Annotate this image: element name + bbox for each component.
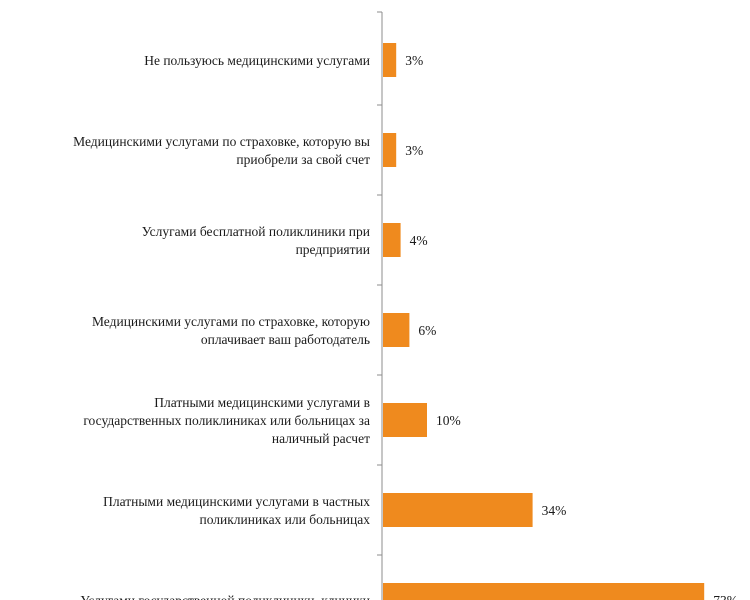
category-label-line: Не пользуюсь медицинскими услугами <box>144 53 370 68</box>
category-label-line: государственных поликлиниках или больниц… <box>83 413 370 428</box>
bar <box>383 223 401 257</box>
data-label: 10% <box>436 413 461 428</box>
bar <box>383 43 397 77</box>
bar <box>383 313 410 347</box>
category-label: Медицинскими услугами по страховке, кото… <box>92 314 370 347</box>
data-label: 3% <box>405 143 423 158</box>
category-label-line: Платными медицинскими услугами в частных <box>103 494 370 509</box>
category-label-line: Медицинскими услугами по страховке, кото… <box>92 314 370 329</box>
value-labels: 3% 3% 4% 6% 10% 34% 73% <box>405 53 738 600</box>
category-label: Услугами государственной поликлиники, кл… <box>80 593 370 600</box>
data-label: 4% <box>410 233 428 248</box>
category-label-line: наличный расчет <box>272 431 370 446</box>
category-label-line: Услугами государственной поликлиники, кл… <box>80 593 370 600</box>
category-label-line: Услугами бесплатной поликлиники при <box>142 224 370 239</box>
category-label-line: Платными медицинскими услугами в <box>154 395 370 410</box>
category-label-line: предприятии <box>296 242 370 257</box>
category-label-line: оплачивает ваш работодатель <box>201 332 370 347</box>
category-label-line: Медицинскими услугами по страховке, кото… <box>73 134 370 149</box>
data-label: 3% <box>405 53 423 68</box>
bar <box>383 133 397 167</box>
category-label: Платными медицинскими услугами в частных… <box>103 494 370 527</box>
data-label: 6% <box>418 323 436 338</box>
data-label: 73% <box>713 593 738 600</box>
category-label-line: приобрели за свой счет <box>236 152 370 167</box>
category-label: Платными медицинскими услугами в государс… <box>83 395 370 446</box>
category-labels: Не пользуюсь медицинскими услугами Медици… <box>73 53 370 600</box>
data-label: 34% <box>542 503 567 518</box>
category-label: Услугами бесплатной поликлиники при предп… <box>142 224 370 257</box>
bar <box>383 583 705 600</box>
bars <box>383 43 705 600</box>
category-label: Медицинскими услугами по страховке, кото… <box>73 134 370 167</box>
category-label: Не пользуюсь медицинскими услугами <box>144 53 370 68</box>
category-axis <box>377 11 383 600</box>
bar <box>383 403 427 437</box>
category-label-line: поликлиниках или больницах <box>199 512 370 527</box>
bar <box>383 493 533 527</box>
